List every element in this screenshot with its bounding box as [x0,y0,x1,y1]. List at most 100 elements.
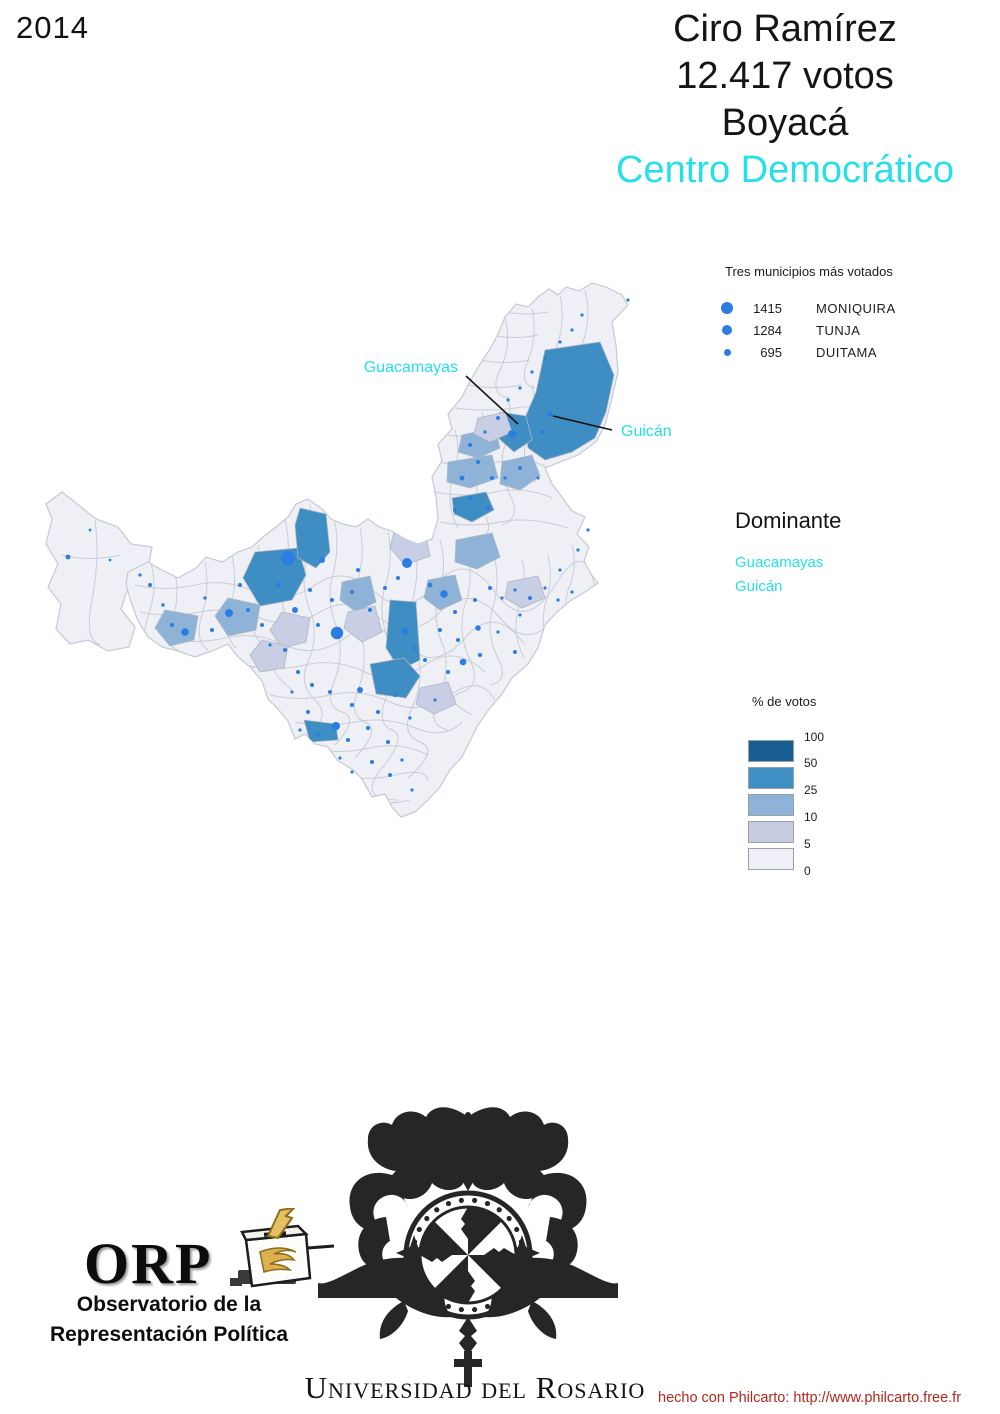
vote-dot [410,788,414,792]
municipality-cell [454,532,501,570]
vote-dot [506,398,510,402]
legend-row: 695 DUITAMA [718,341,978,363]
vote-dot [268,643,272,647]
label-pointer-line [465,375,519,425]
vote-dot [376,710,380,714]
dominante-title: Dominante [735,508,842,533]
legend-municipality: TUNJA [816,322,861,338]
university-crest [318,1107,618,1387]
legend-value: 1284 [753,322,782,338]
municipality-cell [369,657,421,699]
vote-dot [386,740,390,744]
vote-dot [298,728,302,732]
vote-dot [513,588,517,592]
vote-dot [626,298,630,302]
vote-dot [486,506,490,510]
vote-dot [496,630,500,634]
municipality-cell [504,575,546,609]
color-scale [748,740,794,875]
vote-dot [402,558,412,568]
dominante-municipality: Guicán [735,578,783,595]
vote-dot [547,411,553,417]
vote-dot [543,586,547,590]
vote-dot [225,609,233,617]
vote-dot [332,722,340,730]
vote-dot [350,703,354,707]
vote-dot [396,576,400,580]
municipality-cell [343,605,383,643]
vote-dot [413,646,417,650]
scale-tick: 5 [804,837,811,851]
vote-dot [440,590,448,598]
vote-dot [518,466,522,470]
vote-dot [459,475,465,481]
scale-tick: 100 [804,730,825,744]
dominante-municipality: Guacamayas [735,554,824,571]
municipality-cell [154,609,199,647]
vote-dot [556,598,560,602]
vote-dot [65,554,71,560]
vote-dot [500,596,504,600]
vote-dot [330,598,334,602]
vote-dot [238,583,242,587]
vote-dot [356,568,360,572]
top-municipalities-legend: Tres municipios más votados 1415 MONIQUI… [718,264,978,363]
scale-swatch [748,794,794,816]
percent-votes-legend: % de votos 100 50 25 10 5 0 [748,694,878,878]
vote-dot [400,758,404,762]
vote-dot [483,430,487,434]
vote-dot [536,476,540,480]
vote-dot [308,588,312,592]
scale-swatch [748,821,794,843]
municipality-cell [249,639,289,673]
municipality-cell [523,341,615,461]
vote-dot [148,583,152,587]
municipality-cell [269,611,311,649]
municipality-cell [473,411,513,443]
vote-dot [210,628,214,632]
vote-dot [543,356,547,360]
year-label: 2014 [16,10,89,45]
vote-dot [496,416,500,420]
vote-dot [488,586,492,590]
vote-dot [508,430,516,438]
vote-dot [570,328,574,332]
vote-dot [296,670,300,674]
map-municipality-label: Guicán [621,423,672,440]
ballot-box-icon [230,1208,335,1288]
municipality-cell [214,597,261,637]
vote-dot [88,528,92,532]
vote-dot [108,558,112,562]
municipality-cell [303,719,339,743]
vote-dot [423,658,427,662]
scale-title: % de votos [752,694,817,709]
vote-dot [366,726,370,730]
vote-dot [528,596,532,600]
vote-dot [319,557,325,563]
vote-dot [540,430,544,434]
label-pointer-line [552,415,613,431]
vote-dot [290,690,294,694]
municipality-cell [339,575,377,613]
vote-dot [346,738,350,742]
philcarto-credit-link[interactable]: hecho con Philcarto: http://www.philcart… [658,1390,962,1406]
vote-dot [478,653,482,657]
vote-dot [438,628,442,632]
legend-municipality: MONIQUIRA [816,300,896,316]
proportional-dot-icon [723,348,731,356]
vote-dot [275,582,281,588]
vote-dot [446,670,450,674]
vote-dot [558,340,562,344]
vote-dot [518,613,522,617]
municipality-cell [446,454,499,489]
vote-dot [357,687,363,693]
vote-dot [453,508,457,512]
scale-swatch [748,848,794,870]
vote-dot [530,370,534,374]
vote-dot [490,476,494,480]
vote-dot [383,586,387,590]
vote-dot [576,548,580,552]
vote-dot [393,693,397,697]
vote-dot [456,638,460,642]
